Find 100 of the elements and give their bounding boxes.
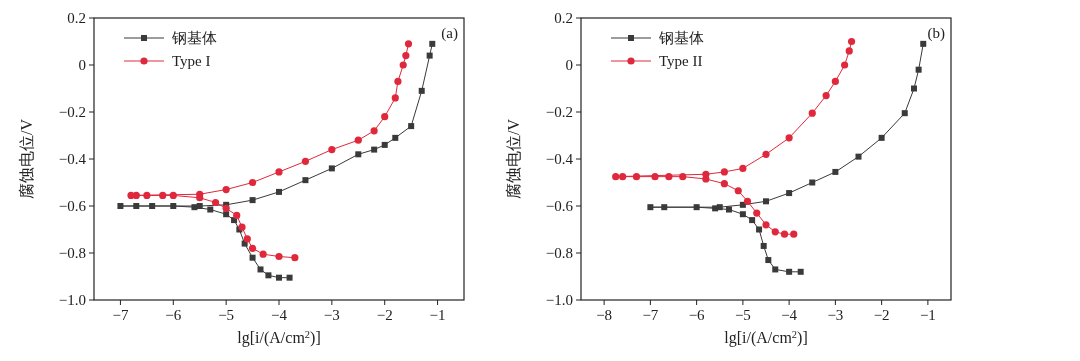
point	[808, 109, 816, 117]
point	[275, 252, 283, 261]
point	[632, 173, 641, 181]
point	[381, 141, 388, 148]
y-tick-label: −0.8	[58, 245, 86, 261]
point	[408, 123, 415, 130]
point	[797, 268, 804, 275]
point	[159, 191, 167, 200]
y-tick-label: −0.2	[58, 104, 86, 120]
point	[726, 206, 732, 213]
y-tick-label: −0.2	[545, 104, 573, 120]
point	[394, 77, 402, 86]
annotation: (b)	[927, 25, 945, 42]
point	[720, 180, 728, 188]
point	[301, 157, 310, 165]
x-tick-label: −8	[596, 307, 613, 323]
point	[679, 173, 687, 181]
annotation: (a)	[441, 25, 458, 42]
point	[915, 66, 922, 73]
y-tick-label: 0.2	[67, 10, 86, 26]
point	[286, 274, 293, 281]
y-tick-label: 0	[78, 57, 86, 73]
point	[354, 136, 362, 144]
point	[429, 40, 436, 47]
point	[259, 250, 267, 258]
point	[418, 87, 425, 94]
point	[169, 191, 177, 200]
x-tick-label: −1	[429, 307, 446, 323]
y-tick-label: −0.6	[58, 198, 87, 214]
point	[391, 94, 399, 102]
point	[651, 173, 659, 181]
point	[196, 203, 203, 209]
legend-label: Type I	[172, 53, 211, 69]
point	[756, 226, 763, 233]
point	[241, 240, 248, 247]
point	[762, 150, 770, 158]
point	[249, 254, 256, 261]
point	[749, 217, 756, 224]
point	[328, 165, 335, 172]
y-tick-label: 0	[565, 57, 573, 73]
point	[822, 91, 830, 100]
point	[248, 244, 257, 252]
point	[753, 209, 761, 217]
point	[771, 228, 779, 236]
point	[233, 211, 241, 219]
point	[763, 198, 769, 205]
point	[845, 47, 853, 55]
x-tick-label: −3	[827, 307, 844, 323]
point	[143, 191, 151, 200]
point	[127, 191, 135, 200]
point	[291, 254, 299, 262]
point	[117, 203, 124, 209]
point	[790, 230, 798, 238]
point	[831, 77, 839, 86]
point	[901, 110, 908, 117]
point	[693, 204, 700, 211]
point	[191, 204, 198, 211]
point	[392, 134, 399, 141]
point	[276, 274, 282, 281]
point	[265, 272, 272, 279]
y-tick-label: −1.0	[545, 292, 573, 308]
point	[257, 266, 264, 273]
point	[612, 173, 620, 181]
point	[381, 113, 389, 121]
point	[328, 146, 336, 154]
point	[920, 40, 927, 47]
point	[716, 204, 723, 211]
point	[855, 153, 862, 160]
point	[720, 168, 728, 176]
point	[370, 127, 378, 135]
y-tick-label: −0.6	[545, 198, 574, 214]
point	[832, 168, 839, 175]
x-tick-label: −5	[734, 307, 751, 323]
point	[786, 268, 793, 275]
x-tick-label: −2	[376, 307, 393, 323]
x-tick-label: −7	[112, 307, 129, 323]
y-tick-label: 0.2	[554, 10, 573, 26]
point	[739, 211, 746, 218]
point	[149, 203, 156, 209]
point	[399, 61, 407, 69]
point	[275, 168, 283, 176]
y-tick-label: −0.8	[545, 245, 573, 261]
x-tick-label: −2	[873, 307, 890, 323]
legend-label: Type II	[659, 53, 703, 69]
legend-label: 钢基体	[658, 30, 704, 46]
point	[786, 190, 793, 197]
point	[196, 190, 204, 198]
point	[211, 198, 220, 207]
point	[743, 197, 752, 205]
point	[302, 177, 309, 184]
point	[276, 188, 282, 195]
x-tick-label: −6	[688, 307, 706, 323]
point	[878, 134, 885, 141]
y-axis-title: 腐蚀电位/V	[18, 118, 35, 199]
y-axis-title: 腐蚀电位/V	[505, 118, 522, 199]
y-tick-label: −0.4	[545, 151, 574, 167]
y-tick-label: −0.4	[58, 151, 87, 167]
point	[371, 146, 378, 153]
x-tick-label: −3	[323, 307, 340, 323]
x-axis-title: lg[i/(A/cm$^{2}$)]	[724, 328, 808, 347]
